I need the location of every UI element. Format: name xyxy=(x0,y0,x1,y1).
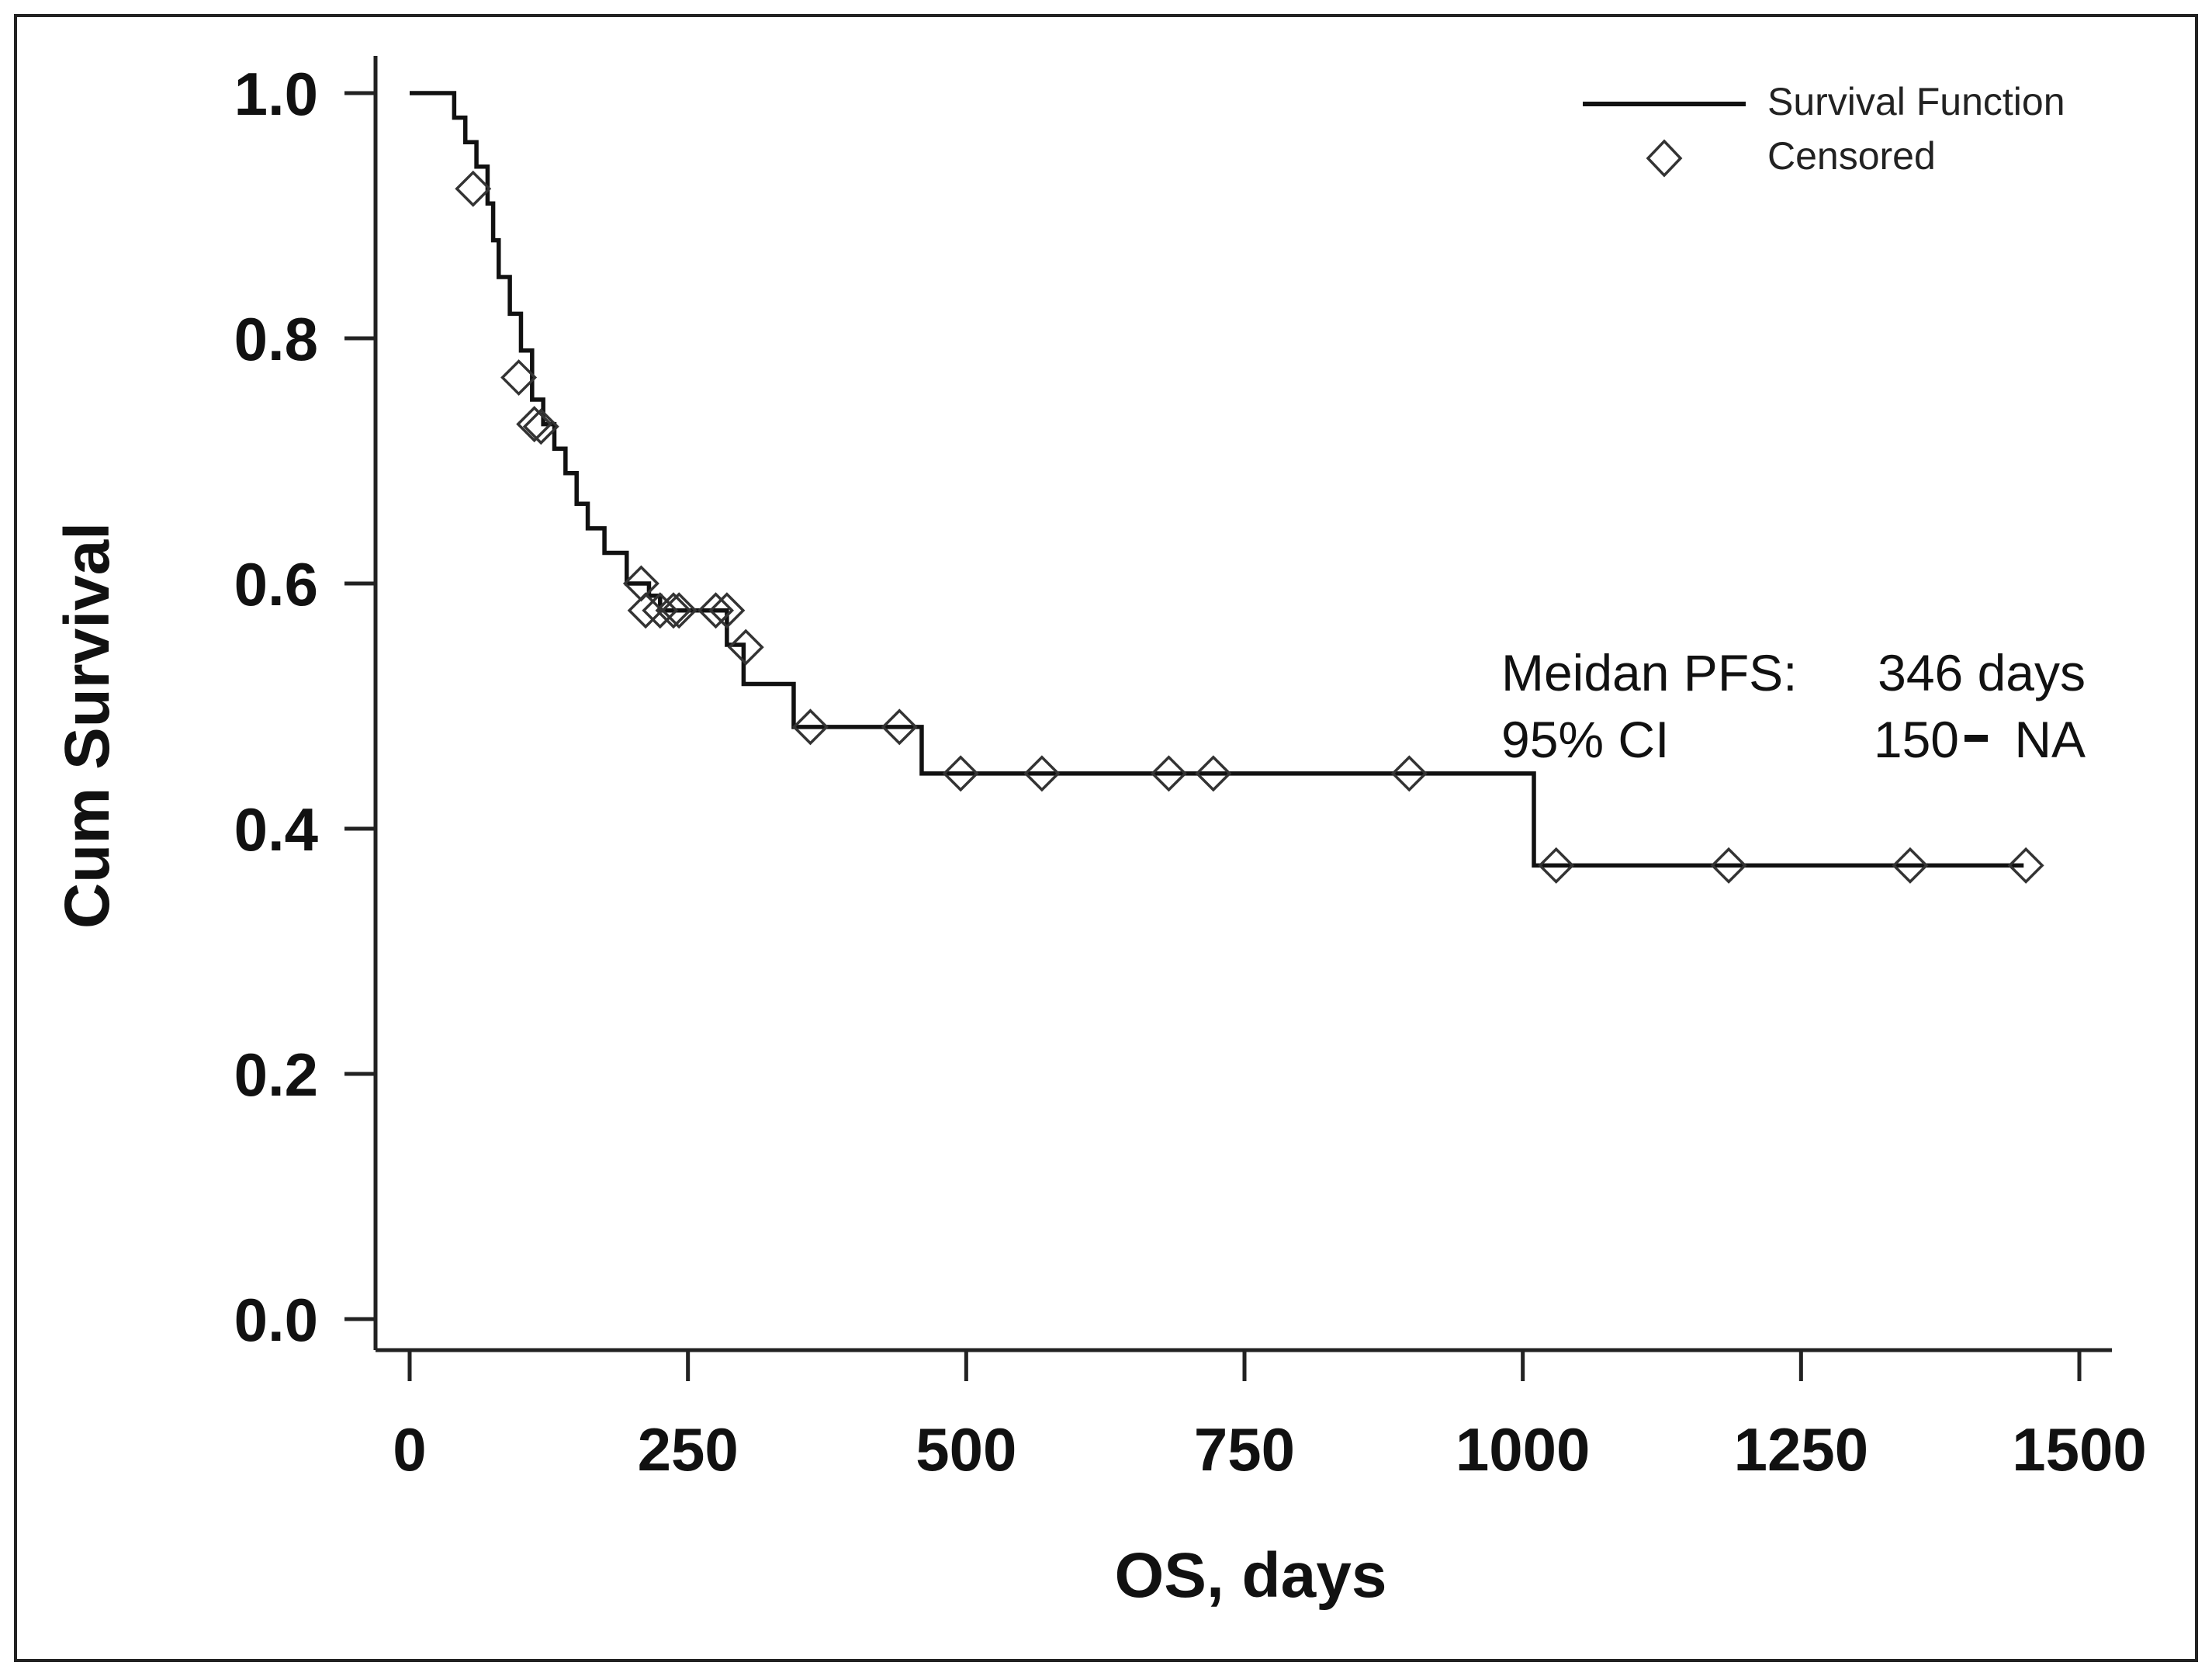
censored-point xyxy=(698,592,735,629)
y-axis-ticks: 0.0 0.2 0.4 0.6 0.8 1.0 xyxy=(234,60,376,1354)
censored-point xyxy=(1390,755,1428,792)
x-axis-ticks: 0 250 500 750 1000 1250 1500 xyxy=(393,1350,2147,1484)
ci-end-value: NA xyxy=(2014,711,2086,768)
legend-diamond-icon xyxy=(1646,139,1683,178)
censored-point xyxy=(660,592,698,629)
censored-point xyxy=(727,628,764,666)
legend: Survival Function Censored xyxy=(1583,80,2065,178)
y-tick-label: 0.2 xyxy=(234,1041,318,1109)
censored-point xyxy=(1023,755,1061,792)
legend-label-censored: Censored xyxy=(1767,134,1936,178)
survival-function-line-group xyxy=(410,91,2024,868)
censored-point xyxy=(500,359,538,396)
censored-point xyxy=(1710,847,1747,884)
figure-border xyxy=(14,14,2198,1662)
censored-point xyxy=(942,755,979,792)
censored-point xyxy=(1538,847,1575,884)
x-tick-label: 0 xyxy=(393,1415,426,1484)
censored-point xyxy=(1195,755,1232,792)
censored-point xyxy=(792,708,829,746)
x-axis-label: OS, days xyxy=(1115,1540,1387,1611)
ci-dash xyxy=(1964,735,1988,742)
x-tick-label: 500 xyxy=(916,1415,1016,1484)
censored-point xyxy=(627,592,664,629)
censored-point xyxy=(642,592,679,629)
censored-point xyxy=(1150,755,1187,792)
y-tick-label: 1.0 xyxy=(234,60,318,128)
ci-label: 95% CI xyxy=(1501,711,1669,768)
legend-label-survival: Survival Function xyxy=(1767,80,2065,123)
median-pfs-label: Meidan PFS: xyxy=(1501,644,1798,701)
y-tick-label: 0.4 xyxy=(234,795,318,864)
censored-point xyxy=(881,708,918,746)
censored-point xyxy=(1892,847,1929,884)
censored-point xyxy=(522,408,559,445)
median-annotation: Meidan PFS: 346 days 95% CI 150 NA xyxy=(1501,644,2086,768)
y-tick-label: 0.8 xyxy=(234,305,318,373)
x-tick-label: 1000 xyxy=(1456,1415,1591,1484)
censored-point xyxy=(708,592,746,629)
x-tick-label: 1500 xyxy=(2012,1415,2147,1484)
x-tick-label: 1250 xyxy=(1734,1415,1869,1484)
censored-point xyxy=(516,406,553,443)
x-tick-label: 250 xyxy=(638,1415,739,1484)
y-tick-label: 0.0 xyxy=(234,1286,318,1354)
censored-point xyxy=(455,170,492,207)
y-axis-label: Cum Survival xyxy=(52,522,123,929)
censored-point xyxy=(2007,847,2044,884)
median-pfs-value: 346 days xyxy=(1878,644,2086,701)
survival-function-line xyxy=(410,91,2024,868)
ci-start-value: 150 xyxy=(1874,711,1959,768)
y-tick-label: 0.6 xyxy=(234,550,318,618)
censored-markers-group xyxy=(455,170,2044,884)
censored-point xyxy=(655,592,692,629)
x-tick-label: 750 xyxy=(1194,1415,1295,1484)
